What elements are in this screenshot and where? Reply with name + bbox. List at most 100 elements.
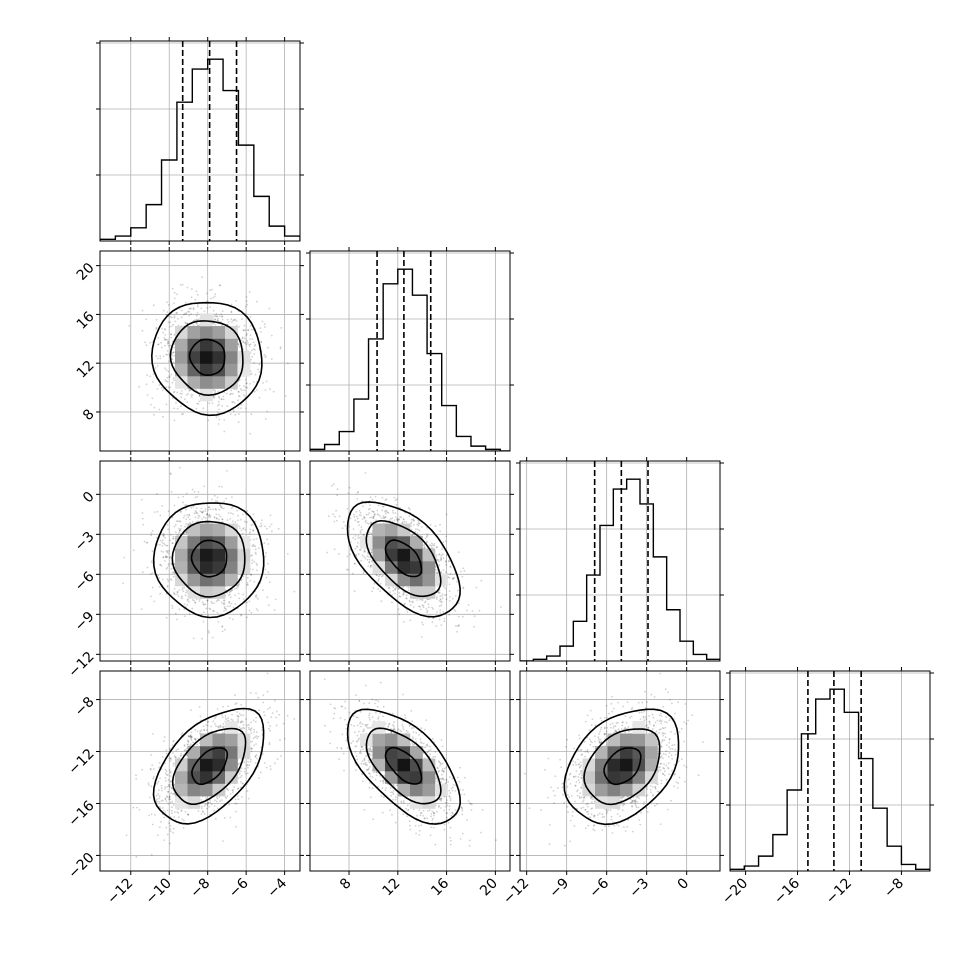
sample-point bbox=[371, 560, 373, 562]
sample-point bbox=[169, 533, 172, 536]
density-cell bbox=[225, 536, 238, 549]
density-cell bbox=[225, 573, 238, 587]
sample-point bbox=[223, 606, 226, 608]
density-cell bbox=[410, 536, 423, 549]
sample-point bbox=[235, 587, 238, 590]
density-cell bbox=[175, 561, 188, 574]
sample-point bbox=[179, 511, 182, 513]
sample-point bbox=[393, 519, 396, 522]
sample-point bbox=[406, 611, 409, 613]
sample-point bbox=[252, 513, 255, 516]
sample-point bbox=[226, 519, 229, 521]
sample-point bbox=[186, 531, 188, 534]
sample-point bbox=[342, 521, 345, 523]
sample-point bbox=[443, 617, 446, 620]
sample-point bbox=[157, 337, 160, 339]
sample-point bbox=[214, 293, 217, 295]
sample-point bbox=[225, 392, 228, 395]
sample-point bbox=[178, 530, 181, 532]
sample-point bbox=[266, 596, 269, 599]
sample-point bbox=[195, 322, 198, 324]
sample-point bbox=[203, 804, 206, 807]
sample-point bbox=[358, 524, 360, 526]
sample-point bbox=[237, 399, 239, 402]
sample-point bbox=[389, 591, 391, 593]
sample-point bbox=[418, 522, 421, 525]
sample-point bbox=[206, 599, 209, 602]
sample-point bbox=[151, 550, 154, 553]
sample-point bbox=[185, 518, 188, 520]
sample-point bbox=[348, 526, 351, 528]
sample-point bbox=[431, 606, 433, 609]
sample-point bbox=[220, 601, 223, 604]
sample-point bbox=[229, 593, 231, 596]
sample-point bbox=[165, 800, 168, 803]
sample-point bbox=[372, 510, 375, 513]
sample-point bbox=[156, 365, 159, 367]
sample-point bbox=[209, 289, 212, 292]
sample-point bbox=[408, 508, 411, 511]
sample-point bbox=[357, 535, 360, 537]
sample-point bbox=[160, 564, 163, 567]
sample-point bbox=[442, 541, 445, 544]
sample-point bbox=[453, 608, 456, 611]
sample-point bbox=[253, 361, 255, 364]
sample-point bbox=[433, 544, 436, 547]
sample-point bbox=[248, 532, 251, 535]
sample-point bbox=[211, 602, 214, 605]
sample-point bbox=[436, 611, 438, 613]
sample-point bbox=[162, 309, 165, 312]
sample-point bbox=[412, 518, 415, 521]
sample-point bbox=[203, 310, 206, 313]
sample-point bbox=[401, 521, 404, 524]
sample-point bbox=[197, 491, 200, 493]
sample-point bbox=[429, 524, 432, 526]
sample-point bbox=[417, 522, 420, 525]
sample-point bbox=[191, 607, 194, 610]
sample-point bbox=[418, 605, 420, 608]
sample-point bbox=[175, 402, 177, 404]
sample-point bbox=[189, 521, 191, 524]
sample-point bbox=[176, 591, 179, 593]
sample-point bbox=[197, 403, 200, 405]
sample-point bbox=[230, 311, 233, 314]
sample-point bbox=[186, 322, 189, 325]
sample-point bbox=[364, 472, 367, 474]
sample-point bbox=[222, 395, 225, 398]
sample-point bbox=[245, 382, 248, 385]
sample-point bbox=[411, 601, 414, 603]
sample-point bbox=[426, 535, 428, 537]
sample-point bbox=[255, 553, 257, 555]
sample-point bbox=[223, 500, 226, 503]
sample-point bbox=[448, 576, 451, 579]
sample-point bbox=[188, 514, 191, 517]
sample-point bbox=[172, 351, 175, 354]
sample-point bbox=[353, 515, 356, 518]
sample-point bbox=[190, 394, 193, 396]
sample-point bbox=[451, 597, 454, 600]
sample-point bbox=[150, 403, 152, 406]
sample-point bbox=[449, 572, 452, 575]
sample-point bbox=[244, 407, 247, 410]
sample-point bbox=[167, 342, 170, 344]
sample-point bbox=[210, 600, 213, 603]
sample-point bbox=[155, 536, 158, 539]
sample-point bbox=[194, 601, 197, 604]
sample-point bbox=[164, 556, 167, 558]
sample-point bbox=[183, 586, 186, 589]
sample-point bbox=[181, 588, 184, 591]
sample-point bbox=[167, 386, 170, 389]
sample-point bbox=[260, 524, 263, 527]
sample-point bbox=[441, 553, 444, 556]
sample-point bbox=[220, 313, 223, 316]
sample-point bbox=[188, 613, 191, 615]
sample-point bbox=[203, 603, 206, 606]
sample-point bbox=[359, 531, 362, 534]
sample-point bbox=[223, 430, 226, 433]
sample-point bbox=[158, 586, 161, 588]
sample-point bbox=[266, 527, 268, 530]
sample-point bbox=[174, 593, 176, 596]
sample-point bbox=[361, 554, 364, 557]
sample-point bbox=[166, 555, 169, 558]
sample-point bbox=[398, 592, 401, 594]
